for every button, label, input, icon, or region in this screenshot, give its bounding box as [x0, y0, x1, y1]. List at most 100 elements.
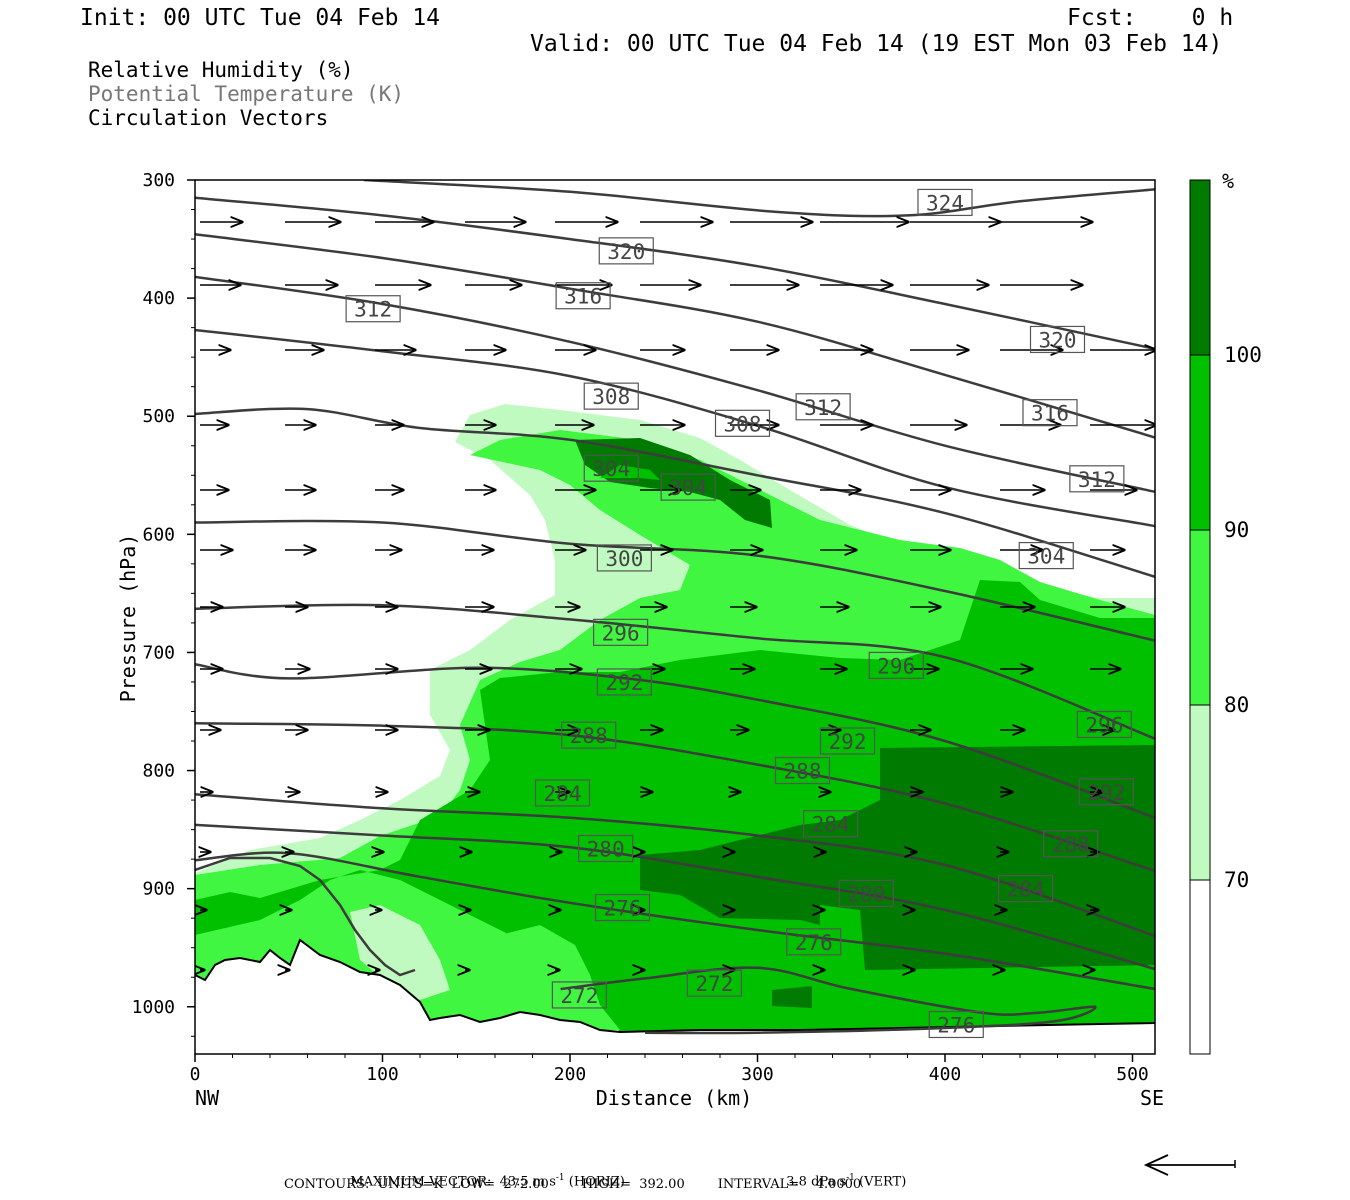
theta-label-288: 288 [774, 756, 831, 785]
theta-label-276: 276 [786, 928, 842, 956]
theta-label-316: 316 [1022, 399, 1078, 427]
svg-text:280: 280 [847, 882, 885, 906]
rh-80-patch [500, 925, 620, 1030]
colorbar-level-70: 70 [1224, 868, 1249, 892]
y-tick-label: 300 [142, 170, 175, 191]
theta-contour-304 [195, 407, 1155, 578]
legend-circulation-vectors: Circulation Vectors [88, 106, 329, 130]
colorbar-unit: % [1222, 169, 1234, 193]
humidity-shading [195, 404, 1155, 1032]
y-tick-label: 400 [142, 288, 175, 309]
theta-label-288: 288 [1043, 830, 1099, 858]
theta-label-308: 308 [583, 382, 639, 410]
theta-label-292: 292 [819, 727, 876, 755]
theta-label-280: 280 [578, 834, 634, 863]
theta-contour-316 [195, 233, 1155, 439]
rh-100-small [772, 986, 812, 1008]
theta-contour-292 [195, 662, 1155, 819]
svg-text:316: 316 [564, 285, 602, 309]
theta-label-296: 296 [593, 618, 649, 646]
colorbar-level-80: 80 [1224, 693, 1249, 717]
svg-text:292: 292 [1087, 781, 1125, 805]
x-tick-label: 100 [366, 1064, 399, 1085]
svg-text:288: 288 [570, 724, 608, 748]
svg-text:284: 284 [544, 782, 582, 806]
theta-label-272: 272 [686, 969, 742, 997]
theta-contour-272 [560, 966, 1097, 1035]
theta-label-300: 300 [596, 544, 652, 572]
valid-time: Valid: 00 UTC Tue 04 Feb 14 (19 EST Mon … [530, 31, 1223, 57]
plot-frame [194, 179, 1156, 1055]
x-tick-label: 200 [554, 1064, 587, 1085]
theta-label-316: 316 [555, 282, 611, 310]
svg-text:296: 296 [1085, 713, 1123, 737]
legend-relative-humidity: Relative Humidity (%) [88, 58, 354, 82]
footer-vert-scale: 3.8 dPa s-1 (VERT) [786, 1173, 907, 1190]
colorbar-bin-90 [1189, 354, 1211, 531]
theta-contour-280 [195, 823, 1155, 971]
svg-text:288: 288 [784, 760, 822, 784]
x-tick-label: 300 [741, 1064, 774, 1085]
legend-potential-temperature: Potential Temperature (K) [88, 82, 405, 106]
svg-text:272: 272 [560, 984, 598, 1008]
y-tick-label: 500 [142, 406, 175, 427]
init-time: Init: 00 UTC Tue 04 Feb 14 [80, 5, 441, 31]
rh-90-inner [600, 465, 660, 480]
theta-label-276: 276 [594, 893, 651, 922]
theta-contour-288 [195, 722, 1155, 873]
svg-text:312: 312 [1078, 468, 1116, 492]
svg-text:304: 304 [1027, 545, 1065, 569]
svg-text:292: 292 [829, 730, 867, 754]
y-axis-title: Pressure (hPa) [116, 534, 140, 703]
x-end-label-nw: NW [195, 1086, 220, 1110]
colorbar-bin-100 [1189, 179, 1211, 356]
y-tick-label: 1000 [132, 997, 175, 1018]
theta-label-296: 296 [868, 651, 924, 680]
theta-label-324: 324 [917, 188, 973, 217]
theta-contour-276 [195, 851, 1155, 991]
svg-text:308: 308 [592, 385, 630, 409]
svg-text:276: 276 [937, 1013, 975, 1037]
svg-text:304: 304 [592, 457, 630, 481]
footer-contours: CONTOURS: UNITS=K LOW= 272.00 HIGH= 392.… [284, 1177, 862, 1192]
theta-contour-320 [195, 196, 1155, 351]
svg-text:308: 308 [724, 412, 762, 436]
footer-max-vector: MAXIMUM VECTOR: 43.5 m s-1 (HORIZ) [350, 1173, 625, 1190]
theta-surface-curve [195, 856, 416, 977]
colorbar: % 100 90 80 70 [1189, 169, 1262, 1055]
colorbar-bin-below-70 [1189, 879, 1211, 1055]
reference-vector-arrow [1143, 1154, 1236, 1176]
rh-70-patch [350, 905, 450, 1000]
colorbar-bin-70 [1189, 704, 1211, 881]
svg-text:288: 288 [1052, 833, 1090, 857]
theta-label-312: 312 [345, 295, 401, 323]
svg-text:320: 320 [1039, 328, 1077, 352]
terrain-mask [195, 940, 1155, 1054]
svg-text:324: 324 [926, 191, 964, 215]
colorbar-bin-80 [1189, 529, 1211, 706]
theta-contour-308 [195, 328, 1155, 528]
theta-contour-312 [195, 275, 1155, 494]
theta-label-280: 280 [838, 879, 894, 907]
svg-text:284: 284 [812, 813, 850, 837]
x-tick-label: 400 [929, 1064, 962, 1085]
svg-text:312: 312 [354, 298, 392, 322]
theta-label-284: 284 [803, 810, 859, 838]
theta-contour-296 [195, 603, 1155, 740]
terrain-line [194, 938, 1156, 1034]
x-tick-label: 0 [190, 1064, 201, 1085]
theta-contour-324 [363, 180, 1155, 218]
theta-label-284: 284 [998, 875, 1054, 903]
theta-label-304: 304 [660, 473, 716, 501]
x-end-label-se: SE [1140, 1086, 1164, 1110]
colorbar-level-90: 90 [1224, 518, 1249, 542]
y-tick-label: 800 [142, 761, 175, 782]
svg-text:276: 276 [795, 931, 833, 955]
svg-text:296: 296 [877, 654, 915, 678]
theta-label-288: 288 [561, 721, 617, 749]
theta-contours [195, 180, 1155, 1035]
svg-text:292: 292 [605, 671, 643, 695]
rh-100-region [640, 745, 1155, 970]
theta-label-308: 308 [714, 409, 771, 437]
